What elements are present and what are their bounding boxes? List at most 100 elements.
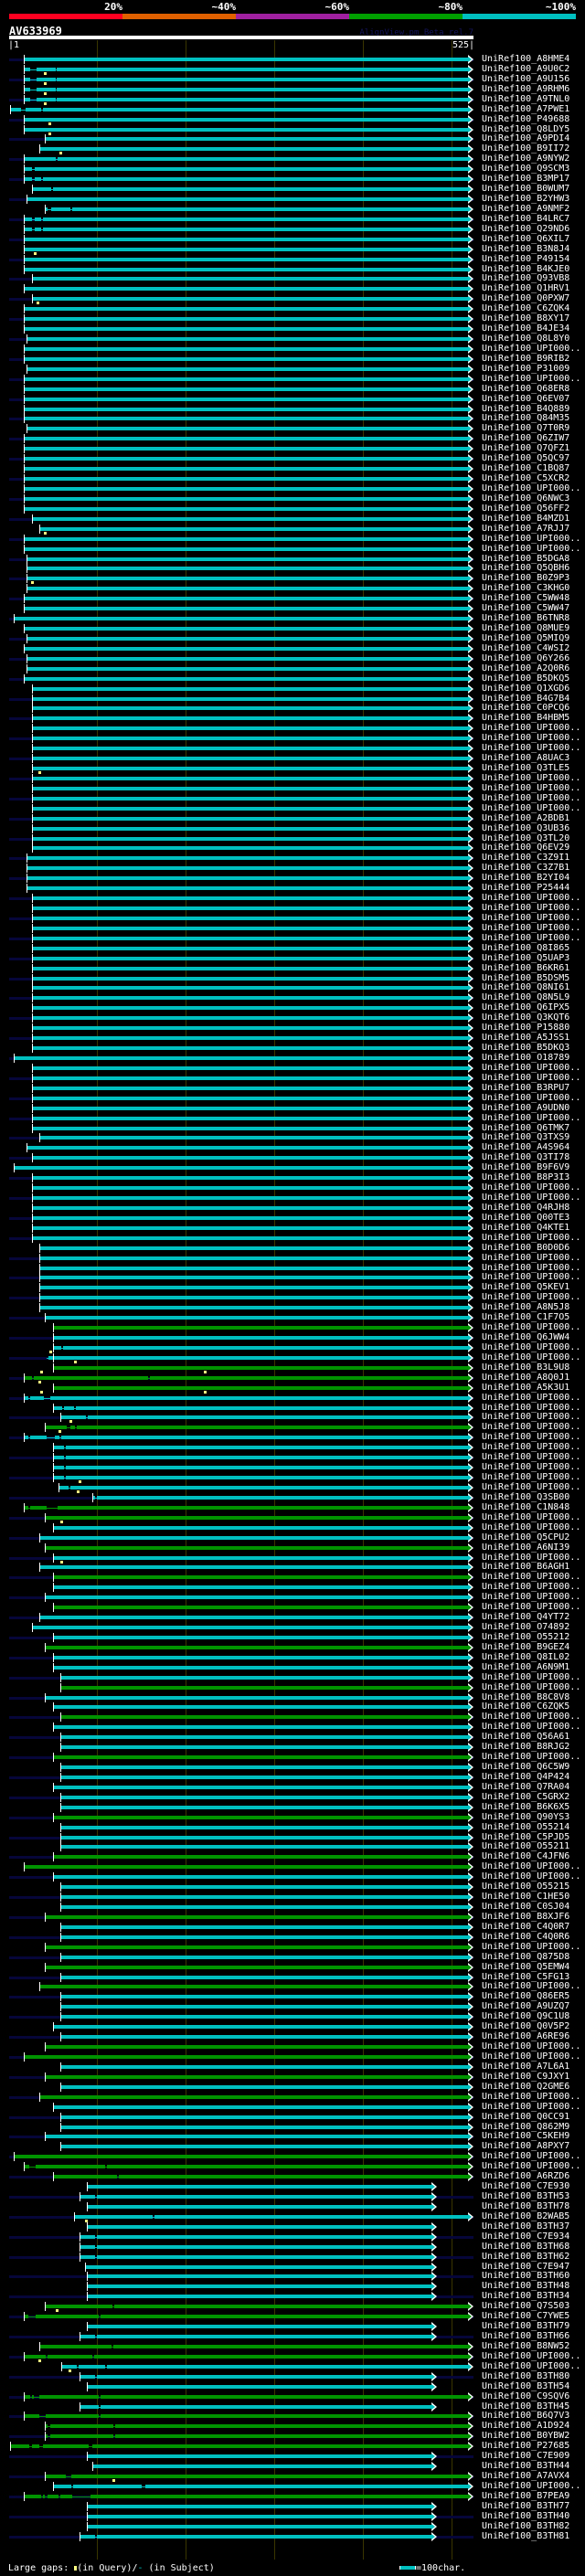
hit-row[interactable]: UniRef100_C5XCR2 xyxy=(0,473,585,484)
hit-row[interactable]: UniRef100_Q3TI78 xyxy=(0,1152,585,1163)
hit-row[interactable]: UniRef100_Q8MUE9 xyxy=(0,623,585,634)
hit-row[interactable]: UniRef100_Q5QBH6 xyxy=(0,563,585,574)
hit-row[interactable]: UniRef100_Q875D8 xyxy=(0,1952,585,1963)
hit-row[interactable]: UniRef100_C6ZQK4 xyxy=(0,303,585,314)
hit-label[interactable]: UniRef100_A9UZQ7 xyxy=(482,2001,570,2012)
hit-row[interactable]: UniRef100_Q0PXW7 xyxy=(0,293,585,305)
hit-label[interactable]: UniRef100_B3TH37 xyxy=(482,2221,570,2231)
hit-row[interactable]: UniRef100_Q862M9 xyxy=(0,2121,585,2133)
hit-label[interactable]: UniRef100_B8XY17 xyxy=(482,313,570,324)
hit-label[interactable]: UniRef100_O55211 xyxy=(482,1841,570,1852)
hit-row[interactable]: UniRef100_UPI000.. xyxy=(0,782,585,794)
hit-row[interactable]: UniRef100_A2BDB1 xyxy=(0,813,585,824)
hit-row[interactable]: UniRef100_C6ZQK5 xyxy=(0,1701,585,1712)
hit-row[interactable]: UniRef100_UPI000.. xyxy=(0,1722,585,1733)
hit-row[interactable]: UniRef100_UPI000.. xyxy=(0,1292,585,1303)
hit-label[interactable]: UniRef100_C9SQV6 xyxy=(482,2390,570,2401)
hit-row[interactable]: UniRef100_UPI000.. xyxy=(0,1422,585,1434)
hit-label[interactable]: UniRef100_Q3SB00 xyxy=(482,1491,570,1502)
hit-label[interactable]: UniRef100_Q3TXS9 xyxy=(482,1132,570,1143)
hit-label[interactable]: UniRef100_C1HE50 xyxy=(482,1892,570,1903)
hit-label[interactable]: UniRef100_UPI000.. xyxy=(482,1521,581,1532)
hit-label[interactable]: UniRef100_UPI000.. xyxy=(482,782,581,793)
hit-row[interactable]: UniRef100_Q8LDY5 xyxy=(0,123,585,135)
hit-label[interactable]: UniRef100_UPI000.. xyxy=(482,1472,581,1483)
hit-label[interactable]: UniRef100_UPI000.. xyxy=(482,743,581,754)
hit-row[interactable]: UniRef100_A7L6A1 xyxy=(0,2062,585,2072)
hit-row[interactable]: UniRef100_UPI000.. xyxy=(0,344,585,355)
hit-label[interactable]: UniRef100_UPI000.. xyxy=(482,2151,581,2162)
hit-label[interactable]: UniRef100_A9RHM6 xyxy=(482,83,570,94)
hit-label[interactable]: UniRef100_B5DKQ3 xyxy=(482,1043,570,1054)
hit-label[interactable]: UniRef100_UPI000.. xyxy=(482,1511,581,1522)
hit-row[interactable]: UniRef100_C5WW47 xyxy=(0,603,585,614)
hit-label[interactable]: UniRef100_A9UDN0 xyxy=(482,1102,570,1113)
hit-row[interactable]: UniRef100_P49688 xyxy=(0,114,585,125)
hit-label[interactable]: UniRef100_A5K3U1 xyxy=(482,1382,570,1393)
hit-label[interactable]: UniRef100_B9RIB2 xyxy=(482,353,570,364)
hit-row[interactable]: UniRef100_C7E947 xyxy=(0,2262,585,2273)
hit-label[interactable]: UniRef100_A9U0C2 xyxy=(482,63,570,74)
hit-label[interactable]: UniRef100_Q7S503 xyxy=(482,2301,570,2312)
hit-row[interactable]: UniRef100_Q5MIQ9 xyxy=(0,633,585,644)
hit-label[interactable]: UniRef100_B3TH78 xyxy=(482,2200,570,2211)
hit-row[interactable]: UniRef100_Q7T0R9 xyxy=(0,423,585,434)
hit-row[interactable]: UniRef100_B3TH79 xyxy=(0,2321,585,2332)
hit-label[interactable]: UniRef100_B3TH68 xyxy=(482,2241,570,2252)
hit-row[interactable]: UniRef100_A9PDI4 xyxy=(0,133,585,144)
hit-row[interactable]: UniRef100_C3Z7B1 xyxy=(0,863,585,874)
hit-row[interactable]: UniRef100_A8UAC3 xyxy=(0,753,585,764)
hit-label[interactable]: UniRef100_A9NYW2 xyxy=(482,154,570,164)
hit-label[interactable]: UniRef100_UPI000.. xyxy=(482,1941,581,1952)
hit-label[interactable]: UniRef100_B2WAB5 xyxy=(482,2210,570,2221)
hit-row[interactable]: UniRef100_Q0V5P2 xyxy=(0,2021,585,2032)
hit-row[interactable]: UniRef100_Q6TMK7 xyxy=(0,1122,585,1134)
hit-row[interactable]: UniRef100_B4LRC7 xyxy=(0,214,585,225)
hit-label[interactable]: UniRef100_UPI000.. xyxy=(482,2350,581,2361)
hit-label[interactable]: UniRef100_Q8LDY5 xyxy=(482,123,570,134)
hit-label[interactable]: UniRef100_B4G7B4 xyxy=(482,693,570,704)
hit-label[interactable]: UniRef100_UPI000.. xyxy=(482,2091,581,2102)
hit-label[interactable]: UniRef100_B8NW52 xyxy=(482,2340,570,2351)
hit-row[interactable]: UniRef100_UPI000.. xyxy=(0,1462,585,1473)
hit-row[interactable]: UniRef100_C5WW48 xyxy=(0,593,585,604)
hit-label[interactable]: UniRef100_UPI000.. xyxy=(482,1062,581,1073)
hit-row[interactable]: UniRef100_Q5CPU2 xyxy=(0,1532,585,1543)
hit-row[interactable]: UniRef100_B6K6X5 xyxy=(0,1802,585,1813)
hit-row[interactable]: UniRef100_UPI000.. xyxy=(0,933,585,944)
hit-row[interactable]: UniRef100_O55211 xyxy=(0,1841,585,1852)
hit-label[interactable]: UniRef100_Q68ER8 xyxy=(482,383,570,394)
hit-row[interactable]: UniRef100_Q6C5W9 xyxy=(0,1762,585,1773)
hit-row[interactable]: UniRef100_A6N9M1 xyxy=(0,1662,585,1673)
hit-row[interactable]: UniRef100_Q29ND6 xyxy=(0,224,585,235)
hit-row[interactable]: UniRef100_B3TH53 xyxy=(0,2191,585,2202)
hit-label[interactable]: UniRef100_Q4P424 xyxy=(482,1771,570,1782)
hit-row[interactable]: UniRef100_B5DKQ5 xyxy=(0,673,585,684)
hit-row[interactable]: UniRef100_UPI000.. xyxy=(0,483,585,494)
hit-row[interactable]: UniRef100_A2Q0R6 xyxy=(0,663,585,674)
hit-label[interactable]: UniRef100_C4Q0R7 xyxy=(482,1921,570,1932)
hit-row[interactable]: UniRef100_UPI000.. xyxy=(0,1482,585,1493)
hit-label[interactable]: UniRef100_Q1HRV1 xyxy=(482,283,570,294)
hit-label[interactable]: UniRef100_Q6Y266 xyxy=(482,652,570,663)
hit-row[interactable]: UniRef100_A7PWE1 xyxy=(0,104,585,115)
hit-label[interactable]: UniRef100_Q862M9 xyxy=(482,2121,570,2132)
hit-row[interactable]: UniRef100_UPI000.. xyxy=(0,1263,585,1274)
hit-label[interactable]: UniRef100_A6RZD6 xyxy=(482,2171,570,2182)
hit-label[interactable]: UniRef100_Q6TMK7 xyxy=(482,1122,570,1133)
hit-row[interactable]: UniRef100_Q68ER8 xyxy=(0,383,585,395)
hit-row[interactable]: UniRef100_Q93VB8 xyxy=(0,273,585,284)
hit-row[interactable]: UniRef100_B3TH40 xyxy=(0,2511,585,2522)
hit-row[interactable]: UniRef100_A9UDN0 xyxy=(0,1102,585,1114)
hit-row[interactable]: UniRef100_UPI000.. xyxy=(0,793,585,804)
hit-label[interactable]: UniRef100_B5DKQ5 xyxy=(482,673,570,684)
hit-row[interactable]: UniRef100_P31009 xyxy=(0,364,585,375)
hit-row[interactable]: UniRef100_C5KEH9 xyxy=(0,2131,585,2142)
hit-row[interactable]: UniRef100_UPI000.. xyxy=(0,1752,585,1763)
hit-row[interactable]: UniRef100_B0WUM7 xyxy=(0,184,585,195)
hit-label[interactable]: UniRef100_Q5UAP3 xyxy=(482,952,570,963)
hit-label[interactable]: UniRef100_UPI000.. xyxy=(482,2041,581,2052)
hit-row[interactable]: UniRef100_C1F7O5 xyxy=(0,1312,585,1323)
hit-row[interactable]: UniRef100_UPI000.. xyxy=(0,1342,585,1353)
hit-label[interactable]: UniRef100_B8P3I3 xyxy=(482,1172,570,1183)
